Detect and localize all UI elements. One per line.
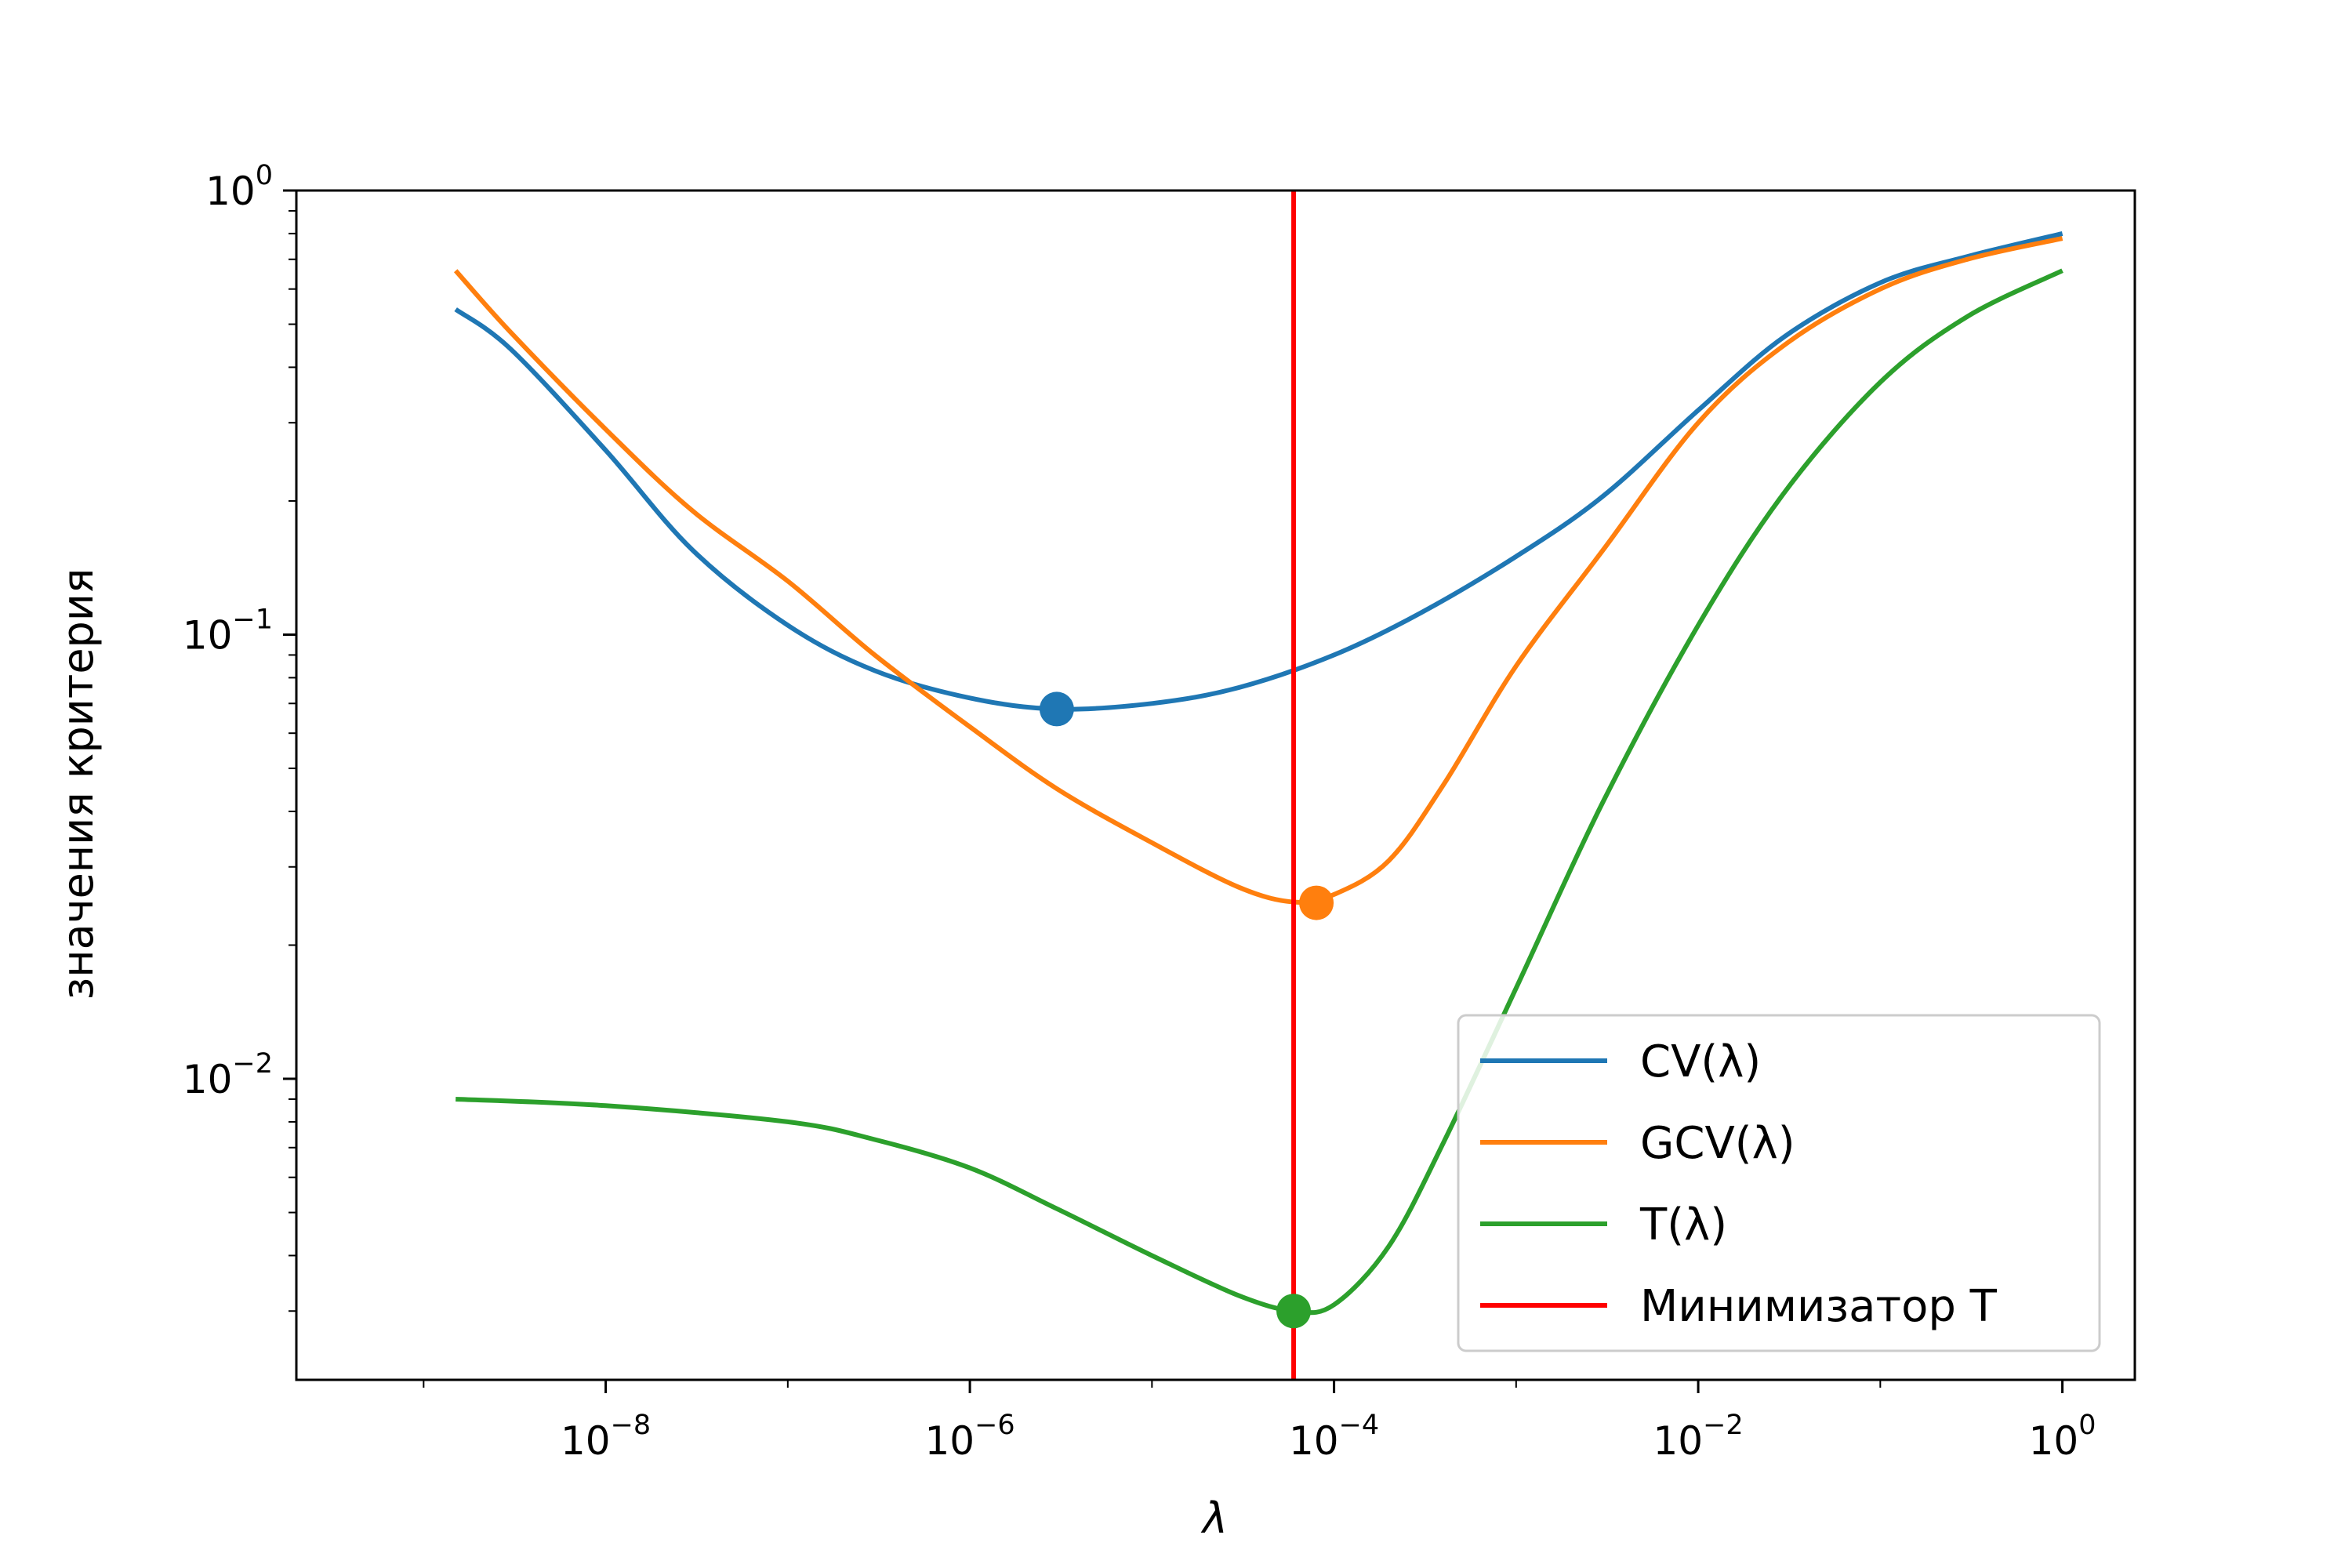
series-line-1 [453, 236, 2063, 905]
legend-box [1457, 1014, 2101, 1352]
y-tick-label-0: 100 [205, 160, 273, 214]
legend-label-1: GCV(λ) [1640, 1118, 1795, 1169]
x-tick-label-2: 10−4 [1289, 1410, 1379, 1464]
y-axis-label: значения критерия [53, 568, 103, 1000]
series-line-2 [456, 268, 2063, 1316]
minimum-point-2 [1276, 1294, 1312, 1329]
legend-label-3: Минимизатор T [1640, 1281, 1998, 1332]
x-axis: 10−8 10−6 10−4 10−2 100 [423, 1380, 2096, 1464]
legend-label-0: CV(λ) [1640, 1036, 1761, 1087]
x-tick-label-3: 10−2 [1653, 1410, 1743, 1464]
minimum-point-0 [1039, 691, 1074, 727]
minimum-markers [1039, 691, 1334, 1329]
series-line-0 [454, 230, 2063, 712]
plot-area-frame [295, 189, 2136, 1381]
x-tick-label-4: 100 [2029, 1410, 2096, 1464]
x-axis-label: λ [1200, 1494, 1228, 1543]
y-tick-label-2: 10−2 [183, 1048, 273, 1102]
y-tick-label-1: 10−1 [183, 604, 273, 659]
legend-label-2: T(λ) [1639, 1200, 1727, 1250]
x-tick-label-1: 10−6 [924, 1410, 1014, 1464]
x-tick-label-0: 10−8 [561, 1410, 651, 1464]
legend: CV(λ) GCV(λ) T(λ) Минимизатор T [1457, 1014, 2101, 1352]
series-layer [453, 191, 2063, 1380]
y-axis: 100 10−1 10−2 [183, 160, 296, 1312]
minimum-point-1 [1299, 885, 1334, 920]
